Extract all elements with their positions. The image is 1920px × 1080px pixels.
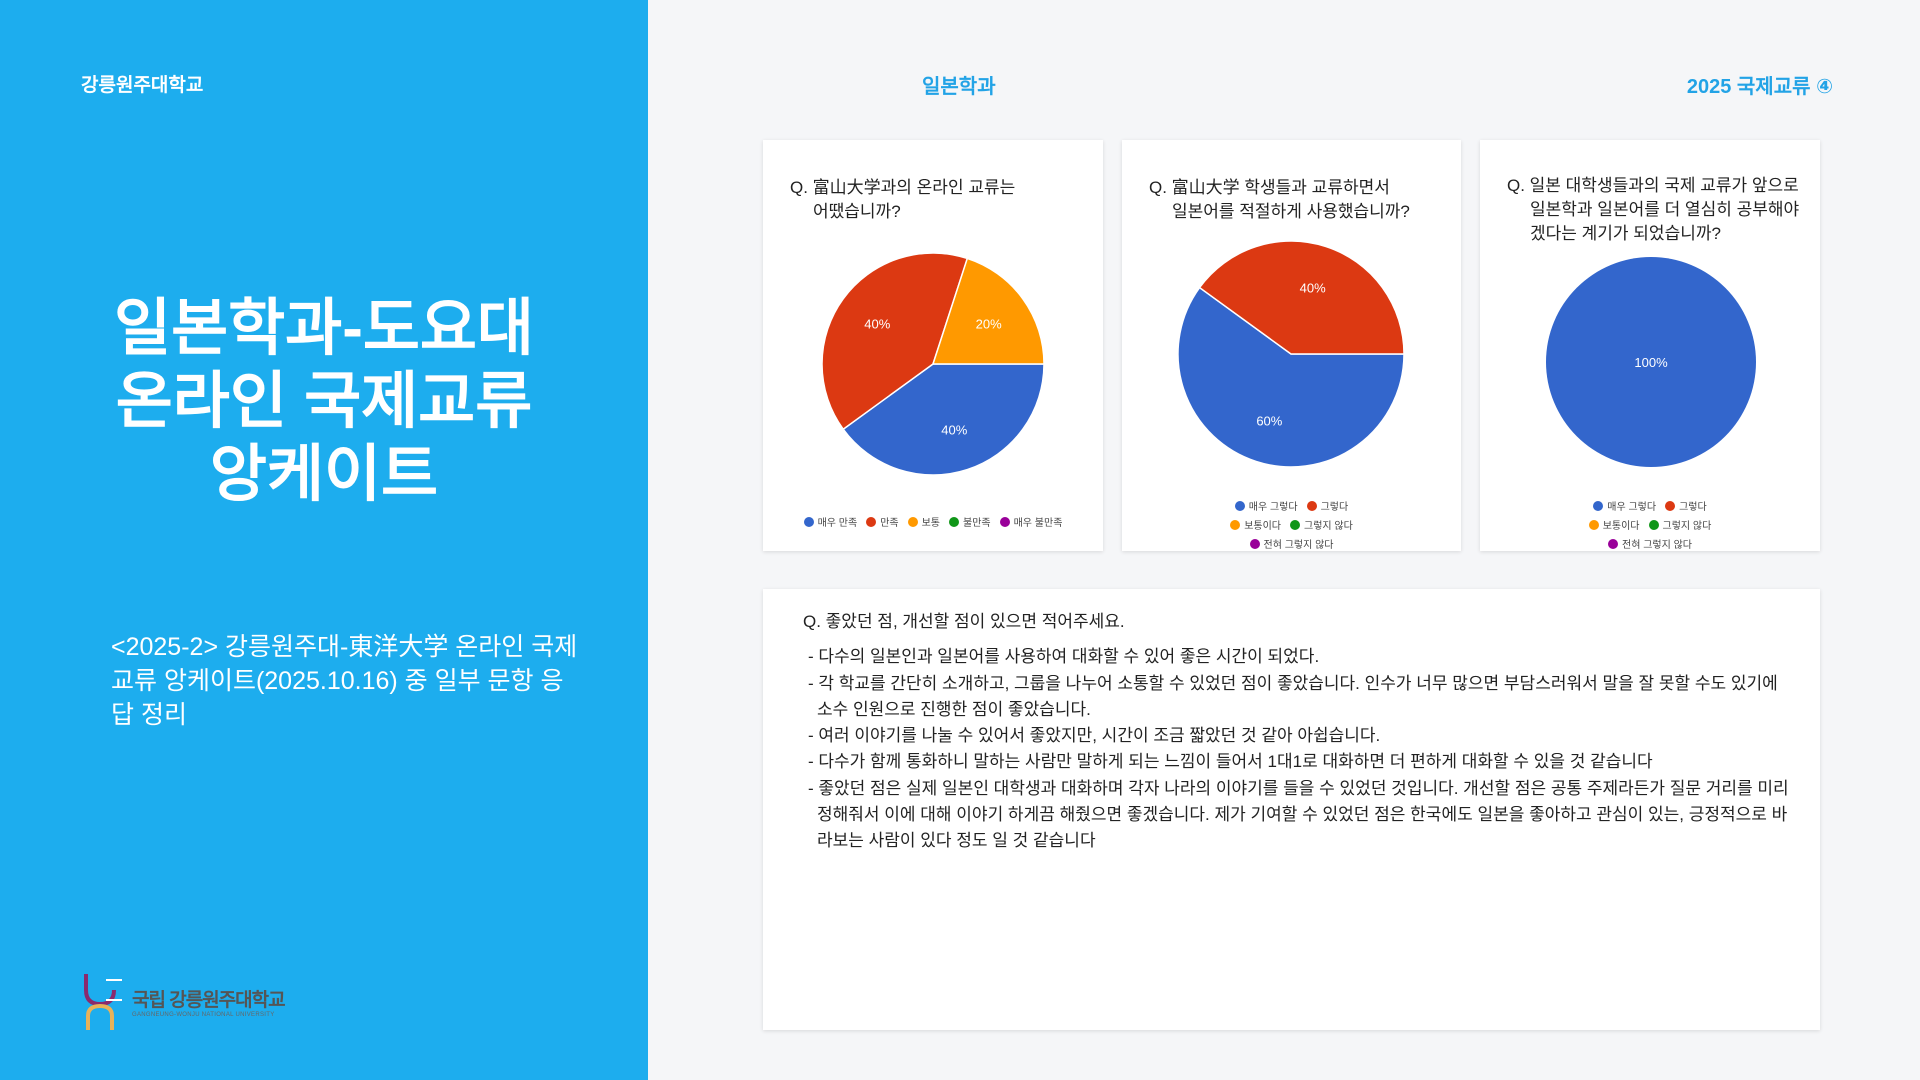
- chart-question: Q. 富山大学과의 온라인 교류는 어땠습니까?: [790, 178, 1016, 221]
- legend-label: 매우 불만족: [1013, 518, 1063, 529]
- legend-dot-icon: [1290, 519, 1301, 530]
- legend-dot-icon: [1306, 500, 1317, 511]
- legend-label: 그렇다: [1320, 502, 1349, 513]
- title-line: 일본학과-도요대: [114, 294, 534, 363]
- legend-dot-icon: [1588, 519, 1599, 530]
- university-logo: 국립 강릉원주대학교 GANGNEUNG-WONJU NATIONAL UNIV…: [80, 970, 286, 1032]
- legend-label: 불만족: [963, 518, 991, 529]
- left-panel: 강릉원주대학교 일본학과-도요대 온라인 국제교류 앙케이트 <2025-2> …: [0, 0, 648, 1080]
- pie-chart: 40% 40% 20%: [821, 252, 1045, 476]
- feedback-answer: - 각 학교를 간단히 소개하고, 그룹을 나누어 소통할 수 있었던 점이 좋…: [808, 673, 1778, 719]
- pie-data-label: 100%: [1634, 355, 1668, 370]
- legend-dot-icon: [1230, 519, 1241, 530]
- chart-question: Q. 일본 대학생들과의 국제 교류가 앞으로 일본학과 일본어를 더 열심히 공…: [1507, 176, 1800, 243]
- feedback-answer: - 다수의 일본인과 일본어를 사용하여 대화할 수 있어 좋은 시간이 되었다…: [808, 647, 1320, 667]
- pie-slice: [821, 252, 969, 431]
- legend-label: 보통이다: [1244, 521, 1282, 532]
- logo-mark-icon: [84, 974, 122, 1030]
- legend-label: 전혀 그렇지 않다: [1263, 540, 1334, 551]
- legend-label: 매우 그렇다: [1248, 502, 1298, 513]
- feedback-answer: - 여러 이야기를 나눌 수 있어서 좋았지만, 시간이 조금 짧았던 것 같아…: [808, 726, 1381, 746]
- pie-data-label: 40%: [941, 422, 967, 437]
- department-label: 일본학과: [922, 76, 996, 98]
- slide-subtitle: <2025-2> 강릉원주대-東洋大学 온라인 국제교류 앙케이트(2025.1…: [111, 633, 578, 729]
- legend-label: 매우 만족: [817, 518, 858, 529]
- legend-item: 전혀 그렇지 않다: [1249, 536, 1334, 551]
- legend-dot-icon: [1234, 500, 1245, 511]
- pie-data-label: 60%: [1256, 414, 1282, 429]
- legend-item: 매우 그렇다: [1593, 498, 1656, 513]
- chart-legend: 매우 만족 만족 보통 불만족 매우 불만족: [763, 514, 1103, 529]
- legend-dot-icon: [1593, 500, 1604, 511]
- page-label: 2025 국제교류 ④: [1686, 76, 1833, 98]
- legend-dot-icon: [907, 516, 918, 527]
- logo-text-en: GANGNEUNG-WONJU NATIONAL UNIVERSITY: [132, 1011, 275, 1018]
- legend-label: 그렇지 않다: [1662, 521, 1712, 532]
- legend-item: 그렇지 않다: [1290, 517, 1353, 532]
- pie-data-label: 20%: [976, 317, 1002, 332]
- feedback-answer: - 좋았던 점은 실제 일본인 대학생과 대화하며 각자 나라의 이야기를 들을…: [808, 778, 1789, 851]
- legend-item: 그렇다: [1665, 498, 1707, 513]
- pie-slice: [1546, 257, 1756, 467]
- legend-dot-icon: [1648, 519, 1659, 530]
- legend-item: 그렇다: [1306, 498, 1349, 513]
- legend-dot-icon: [1608, 538, 1619, 549]
- pie-data-label: 40%: [1300, 280, 1326, 295]
- pie-slice: [1198, 240, 1405, 355]
- university-name: 강릉원주대학교: [81, 75, 204, 96]
- legend-item: 만족: [866, 514, 899, 529]
- legend-label: 그렇다: [1679, 502, 1707, 513]
- legend-item: 전혀 그렇지 않다: [1608, 536, 1692, 551]
- title-line: 앙케이트: [209, 440, 439, 509]
- legend-item: 매우 그렇다: [1234, 498, 1298, 513]
- legend-item: 보통: [907, 514, 940, 529]
- legend-dot-icon: [999, 516, 1010, 527]
- chart-card-2: Q. 富山大学 학생들과 교류하면서 일본어를 적절하게 사용했습니까? 60% 4…: [1122, 140, 1461, 551]
- feedback-question: Q. 좋았던 점, 개선할 점이 있으면 적어주세요.: [803, 612, 1125, 631]
- legend-label: 그렇지 않다: [1304, 521, 1353, 532]
- pie-slice: [1177, 286, 1405, 468]
- title-line: 온라인 국제교류: [115, 367, 533, 436]
- chart-card-3: Q. 일본 대학생들과의 국제 교류가 앞으로 일본학과 일본어를 더 열심히 공…: [1480, 140, 1820, 551]
- legend-dot-icon: [1665, 500, 1676, 511]
- pie-slice: [842, 363, 1045, 476]
- legend-item: 매우 불만족: [999, 514, 1063, 529]
- chart-card-1: Q. 富山大学과의 온라인 교류는 어땠습니까? 40% 40% 20% 매우 만족 만족…: [763, 140, 1103, 551]
- legend-dot-icon: [803, 516, 814, 527]
- legend-item: 그렇지 않다: [1648, 517, 1712, 532]
- legend-item: 보통이다: [1230, 517, 1281, 532]
- legend-item: 불만족: [949, 514, 991, 529]
- legend-dot-icon: [1249, 538, 1260, 549]
- slide-title: 일본학과-도요대 온라인 국제교류 앙케이트: [0, 292, 648, 511]
- legend-dot-icon: [949, 516, 959, 527]
- pie-chart: 60% 40%: [1177, 240, 1405, 468]
- feedback-card: Q. 좋았던 점, 개선할 점이 있으면 적어주세요. - 다수의 일본인과 일…: [763, 589, 1820, 1030]
- legend-item: 매우 만족: [803, 514, 858, 529]
- feedback-answer: - 다수가 함께 통화하니 말하는 사람만 말하게 되는 느낌이 들어서 1대1…: [808, 752, 1653, 772]
- legend-item: 보통이다: [1588, 517, 1640, 532]
- pie-slice: [931, 257, 1045, 365]
- legend-dot-icon: [866, 516, 877, 527]
- legend-label: 매우 그렇다: [1607, 502, 1657, 513]
- logo-text-ko: 국립 강릉원주대학교: [132, 989, 286, 1011]
- pie-chart: 100%: [1546, 257, 1756, 467]
- legend-label: 보통: [921, 518, 940, 529]
- legend-label: 보통이다: [1602, 521, 1640, 532]
- chart-question: Q. 富山大学 학생들과 교류하면서 일본어를 적절하게 사용했습니까?: [1149, 178, 1410, 221]
- pie-data-label: 40%: [864, 317, 890, 332]
- legend-label: 전혀 그렇지 않다: [1622, 540, 1692, 551]
- legend-label: 만족: [880, 518, 899, 529]
